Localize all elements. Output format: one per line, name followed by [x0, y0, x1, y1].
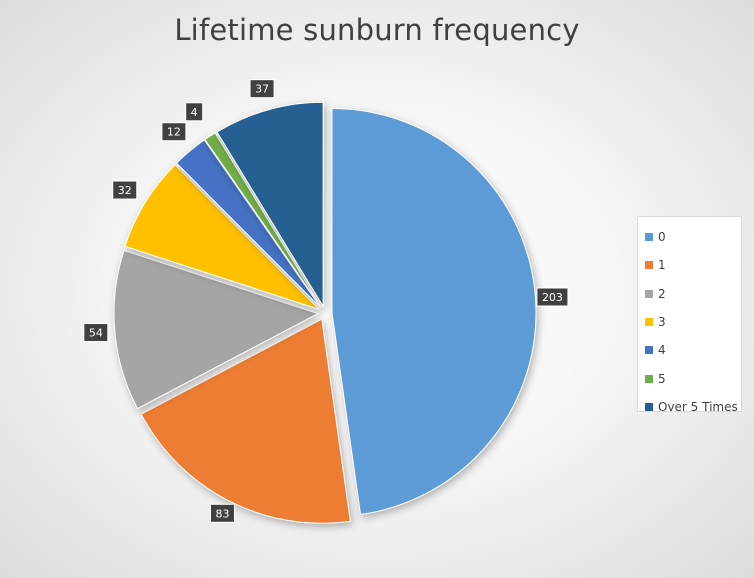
legend-swatch	[645, 346, 653, 355]
legend-swatch	[645, 233, 653, 242]
data-label-1: 83	[209, 503, 235, 523]
data-label-text: 12	[167, 126, 181, 139]
chart-legend: 0 1 2 3 4 5 Over 5 Times	[637, 216, 742, 414]
legend-swatch	[645, 261, 653, 270]
pie-slice-over-5-times	[216, 101, 324, 309]
data-label-box	[249, 79, 275, 99]
pie-slice-0	[331, 108, 537, 516]
data-label-text: 37	[255, 83, 269, 96]
chart-title: Lifetime sunburn frequency	[174, 13, 580, 47]
pie-slice-2	[113, 249, 320, 410]
data-label-3: 32	[112, 180, 138, 200]
legend-item-over-5-times: Over 5 Times	[638, 393, 741, 421]
pie-slice-3	[124, 164, 320, 310]
legend-label: 5	[658, 371, 666, 386]
data-label-box	[536, 287, 569, 307]
pie-slice-5	[204, 132, 322, 308]
data-label-box	[112, 180, 138, 200]
data-label-over-5-times: 37	[249, 79, 275, 99]
legend-item-5: 5	[638, 364, 741, 392]
data-label-box	[185, 102, 204, 122]
legend-item-1: 1	[638, 251, 741, 279]
pie-slice-4	[175, 139, 321, 308]
data-label-box	[83, 323, 109, 343]
data-label-text: 32	[118, 184, 132, 197]
pie-slices	[113, 101, 537, 524]
legend-item-0: 0	[638, 223, 741, 251]
legend-swatch	[645, 374, 653, 383]
legend-label: 0	[658, 230, 666, 245]
data-label-5: 4	[185, 102, 204, 122]
legend-swatch	[645, 318, 653, 327]
data-label-box	[209, 503, 235, 523]
legend-label: 4	[658, 343, 666, 358]
data-label-text: 4	[191, 106, 198, 119]
legend-swatch	[645, 402, 653, 411]
legend-item-4: 4	[638, 336, 741, 364]
legend-label: 1	[658, 258, 666, 273]
legend-item-3: 3	[638, 308, 741, 336]
legend-item-2: 2	[638, 280, 741, 308]
data-label-2: 54	[83, 323, 109, 343]
legend-label: Over 5 Times	[658, 399, 738, 414]
pie-data-labels: 203 83 54 32 12 4 37	[83, 79, 569, 523]
data-label-0: 203	[536, 287, 569, 307]
data-label-text: 203	[542, 291, 563, 304]
data-label-text: 54	[89, 327, 103, 340]
pie-slice-1	[140, 318, 351, 524]
legend-label: 3	[658, 315, 666, 330]
data-label-4: 12	[161, 122, 187, 142]
legend-swatch	[645, 289, 653, 298]
legend-label: 2	[658, 286, 666, 301]
data-label-box	[161, 122, 187, 142]
data-label-text: 83	[215, 507, 229, 520]
